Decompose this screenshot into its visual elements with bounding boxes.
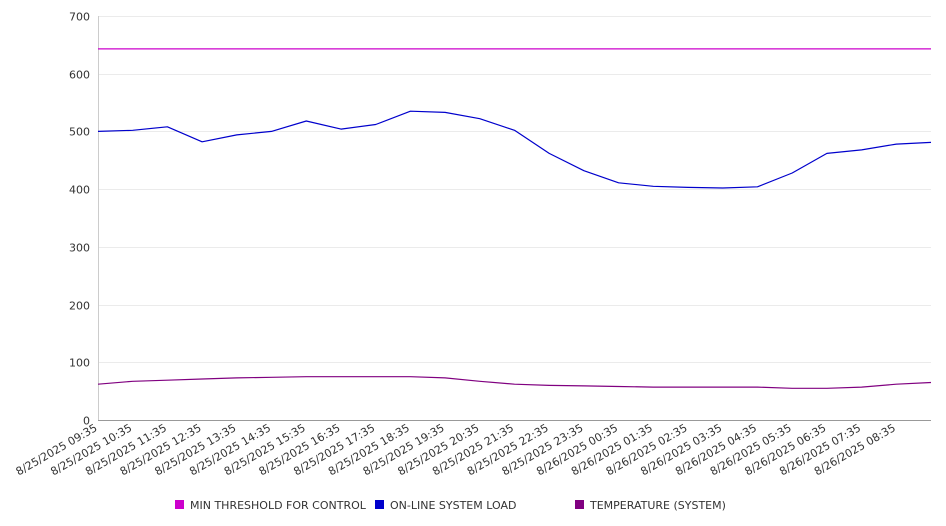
legend-label: TEMPERATURE (SYSTEM) (589, 499, 726, 512)
legend: MIN THRESHOLD FOR CONTROL ON-LINE SYSTEM … (175, 499, 726, 512)
legend-label: MIN THRESHOLD FOR CONTROL (190, 499, 367, 512)
y-tick-label: 400 (69, 184, 90, 197)
y-tick-label: 500 (69, 126, 90, 139)
series-line-3 (97, 376, 932, 389)
y-tick-label: 100 (69, 357, 90, 370)
y-tick-label: 0 (83, 415, 90, 428)
legend-swatch (375, 500, 384, 509)
x-tick-labels: 8/25/2025 09:358/25/2025 10:358/25/2025 … (14, 421, 898, 478)
series-lines (97, 48, 932, 389)
legend-swatch (175, 500, 184, 509)
series-line-2 (97, 110, 932, 189)
y-tick-label: 300 (69, 242, 90, 255)
legend-label: ON-LINE SYSTEM LOAD (390, 499, 516, 512)
y-tick-label: 600 (69, 69, 90, 82)
y-tick-label: 200 (69, 300, 90, 313)
grid-lines (98, 16, 931, 363)
legend-swatch (575, 500, 584, 509)
y-tick-labels: 0 100 200 300 400 500 600 700 (69, 11, 90, 428)
axes (98, 16, 931, 421)
y-tick-label: 700 (69, 11, 90, 24)
